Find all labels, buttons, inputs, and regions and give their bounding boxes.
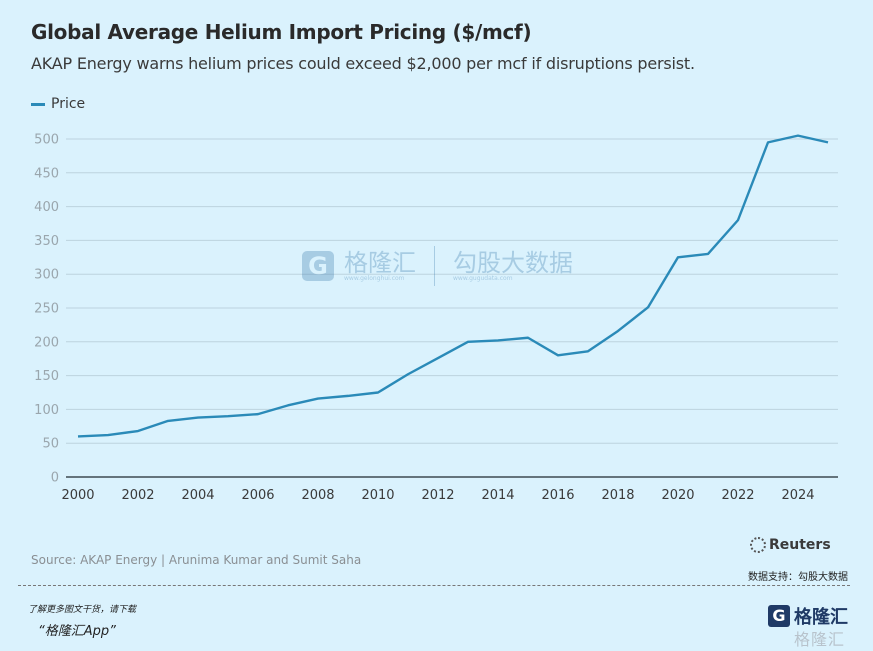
y-tick-label: 350 <box>34 234 59 249</box>
reuters-wordmark: Reuters <box>769 537 831 553</box>
watermark-separator <box>434 246 435 286</box>
x-tick-label: 2024 <box>781 488 814 503</box>
x-tick-label: 2002 <box>121 488 154 503</box>
grid-lines <box>66 138 838 478</box>
y-axis-ticks: 0 50 100 150 200 250 300 350 400 450 500 <box>34 133 59 486</box>
x-tick-label: 2020 <box>661 488 694 503</box>
gelonghui-wordmark: 格隆汇 <box>794 607 848 628</box>
reuters-dots-icon <box>750 537 766 553</box>
x-tick-label: 2018 <box>601 488 634 503</box>
watermark-brand-url: www.gelonghui.com <box>344 274 405 282</box>
x-axis-ticks: 2000 2002 2004 2006 2008 2010 2012 2014 2016 2018… <box>61 488 814 503</box>
chart-subtitle: AKAP Energy warns helium prices could ex… <box>31 54 695 73</box>
footer-divider <box>18 585 850 586</box>
x-tick-label: 2006 <box>241 488 274 503</box>
x-tick-label: 2012 <box>421 488 454 503</box>
y-tick-label: 300 <box>34 268 59 283</box>
gelonghui-watermark-sub: 格隆汇 <box>794 630 846 649</box>
legend-label-price: Price <box>51 96 86 112</box>
x-tick-label: 2004 <box>181 488 214 503</box>
series-group <box>77 134 829 438</box>
y-tick-label: 100 <box>34 403 59 418</box>
watermark: G 格隆汇 www.gelonghui.com 勾股大数据 www.guguda… <box>302 246 573 286</box>
data-support-note: 数据支持：勾股大数据 <box>748 572 848 583</box>
series-line-price <box>77 134 829 438</box>
y-tick-label: 200 <box>34 335 59 350</box>
x-tick-label: 2000 <box>61 488 94 503</box>
x-tick-label: 2014 <box>481 488 514 503</box>
source-note: Source: AKAP Energy | Arunima Kumar and … <box>31 553 362 567</box>
gelonghui-g-icon: G <box>768 605 790 627</box>
y-tick-label: 400 <box>34 200 59 215</box>
y-tick-label: 0 <box>51 471 59 486</box>
x-tick-label: 2022 <box>721 488 754 503</box>
legend-swatch-price <box>31 102 45 106</box>
y-tick-label: 50 <box>42 437 59 452</box>
promo-line-1: 了解更多图文干货，请下载 <box>28 605 137 615</box>
promo-line-2[interactable]: “格隆汇App” <box>38 624 116 639</box>
y-tick-label: 150 <box>34 369 59 384</box>
x-tick-label: 2010 <box>361 488 394 503</box>
x-tick-label: 2008 <box>301 488 334 503</box>
y-tick-label: 250 <box>34 302 59 317</box>
watermark-partner-url: www.gugudata.com <box>453 274 513 282</box>
x-tick-label: 2016 <box>541 488 574 503</box>
y-tick-label: 450 <box>34 166 59 181</box>
watermark-logo-icon: G <box>302 251 334 281</box>
watermark-brand: 格隆汇 <box>344 248 416 277</box>
legend: Price <box>31 96 85 112</box>
y-tick-label: 500 <box>34 133 59 148</box>
reuters-logo: Reuters <box>750 537 831 553</box>
chart-title: Global Average Helium Import Pricing ($/… <box>31 20 532 44</box>
watermark-partner: 勾股大数据 <box>453 248 573 277</box>
gelonghui-logo: G 格隆汇 <box>768 603 848 629</box>
